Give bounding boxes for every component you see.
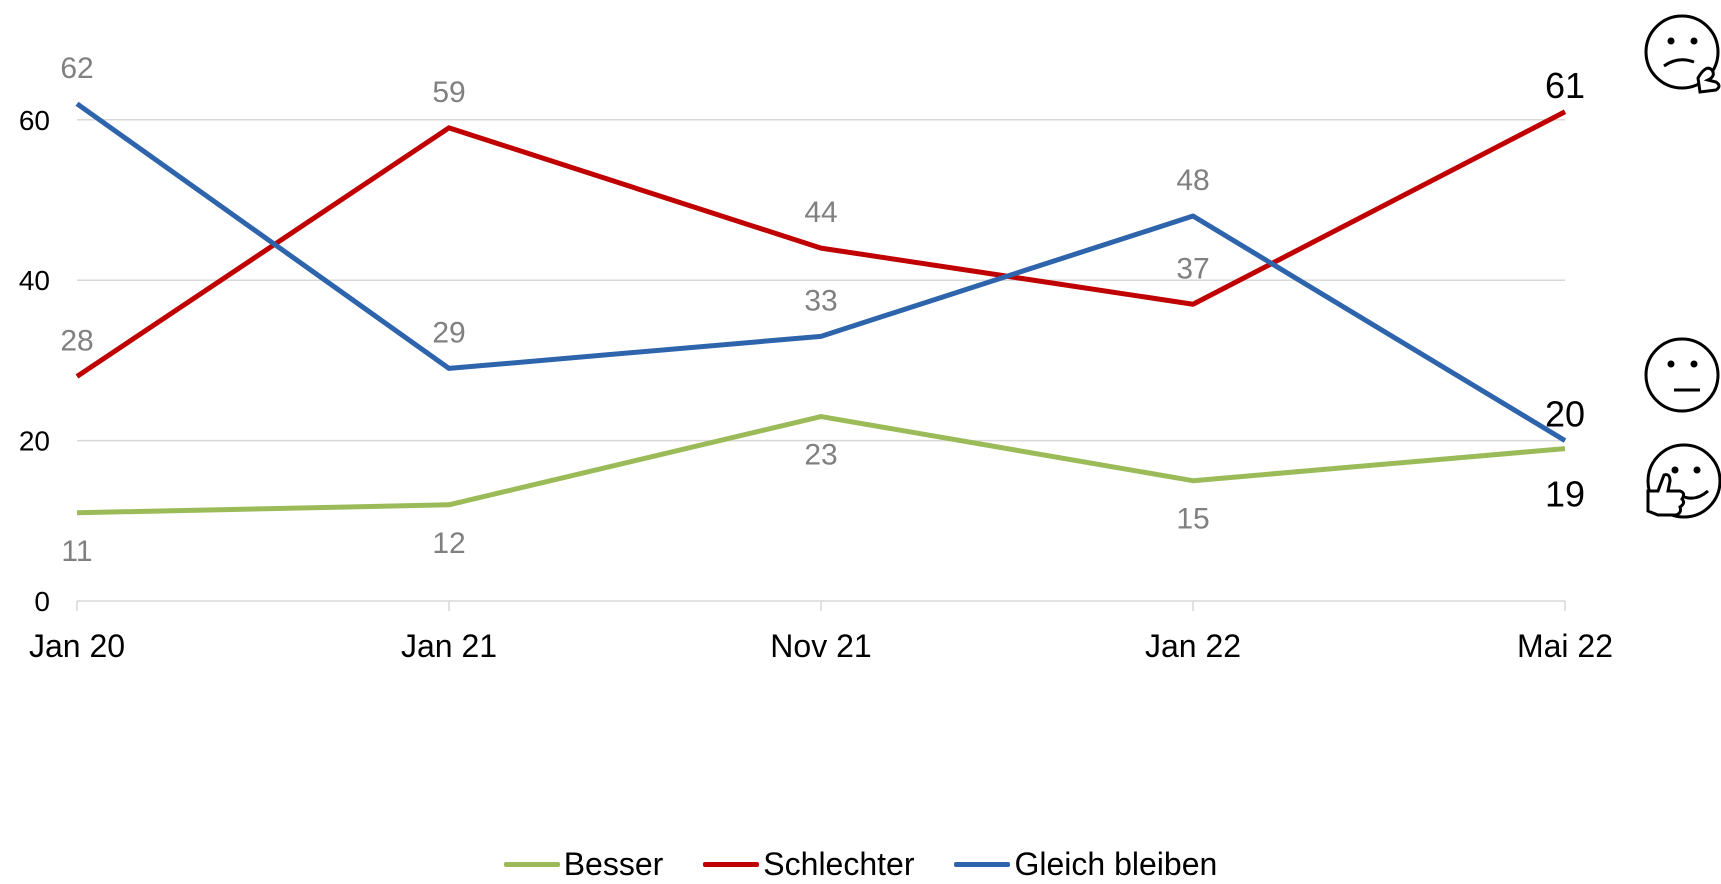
series-line-1 — [75, 109, 1567, 379]
data-label-2-4: 20 — [1545, 394, 1585, 435]
legend-label-besser: Besser — [563, 846, 664, 882]
data-label-0-0: 11 — [61, 535, 92, 568]
data-label-2-1: 29 — [432, 316, 465, 349]
data-label-1-4: 61 — [1545, 65, 1585, 106]
data-label-2-2: 33 — [804, 284, 837, 317]
legend-item-schlechter: Schlechter — [703, 846, 914, 883]
x-tick-label-3: Jan 22 — [1145, 628, 1241, 664]
data-label-1-2: 44 — [804, 196, 837, 229]
data-label-2-0: 62 — [60, 52, 93, 85]
y-tick-label-40: 40 — [19, 265, 50, 296]
legend-label-gleich-bleiben: Gleich bleiben — [1014, 846, 1218, 882]
data-label-1-3: 37 — [1176, 252, 1209, 285]
x-tick-label-2: Nov 21 — [770, 628, 871, 664]
legend-label-schlechter: Schlechter — [763, 846, 915, 882]
data-label-1-1: 59 — [432, 76, 465, 109]
x-tick-label-0: Jan 20 — [29, 628, 125, 664]
legend-swatch-schlechter — [703, 862, 760, 867]
data-label-0-4: 19 — [1545, 474, 1585, 515]
y-tick-label-60: 60 — [19, 105, 50, 136]
data-label-0-3: 15 — [1176, 503, 1209, 536]
data-label-0-1: 12 — [432, 527, 465, 560]
neutral-face-icon — [1644, 337, 1720, 413]
legend-swatch-besser — [503, 862, 560, 867]
data-label-2-3: 48 — [1176, 164, 1209, 197]
y-tick-label-0: 0 — [34, 586, 50, 617]
y-tick-label-20: 20 — [19, 426, 50, 457]
legend-item-gleich-bleiben: Gleich bleiben — [954, 846, 1217, 883]
data-label-0-2: 23 — [804, 439, 837, 472]
series-line-0 — [76, 414, 1566, 516]
legend-swatch-gleich-bleiben — [954, 862, 1011, 867]
thinking-face-icon — [1644, 14, 1721, 94]
x-tick-label-4: Mai 22 — [1517, 628, 1613, 664]
series-line-2 — [75, 101, 1567, 443]
data-label-1-0: 28 — [60, 324, 93, 357]
thumbs-up-face-icon — [1646, 443, 1721, 519]
chart-legend: Besser Schlechter Gleich bleiben — [0, 846, 1721, 883]
legend-item-besser: Besser — [503, 846, 664, 883]
x-tick-label-1: Jan 21 — [401, 628, 497, 664]
